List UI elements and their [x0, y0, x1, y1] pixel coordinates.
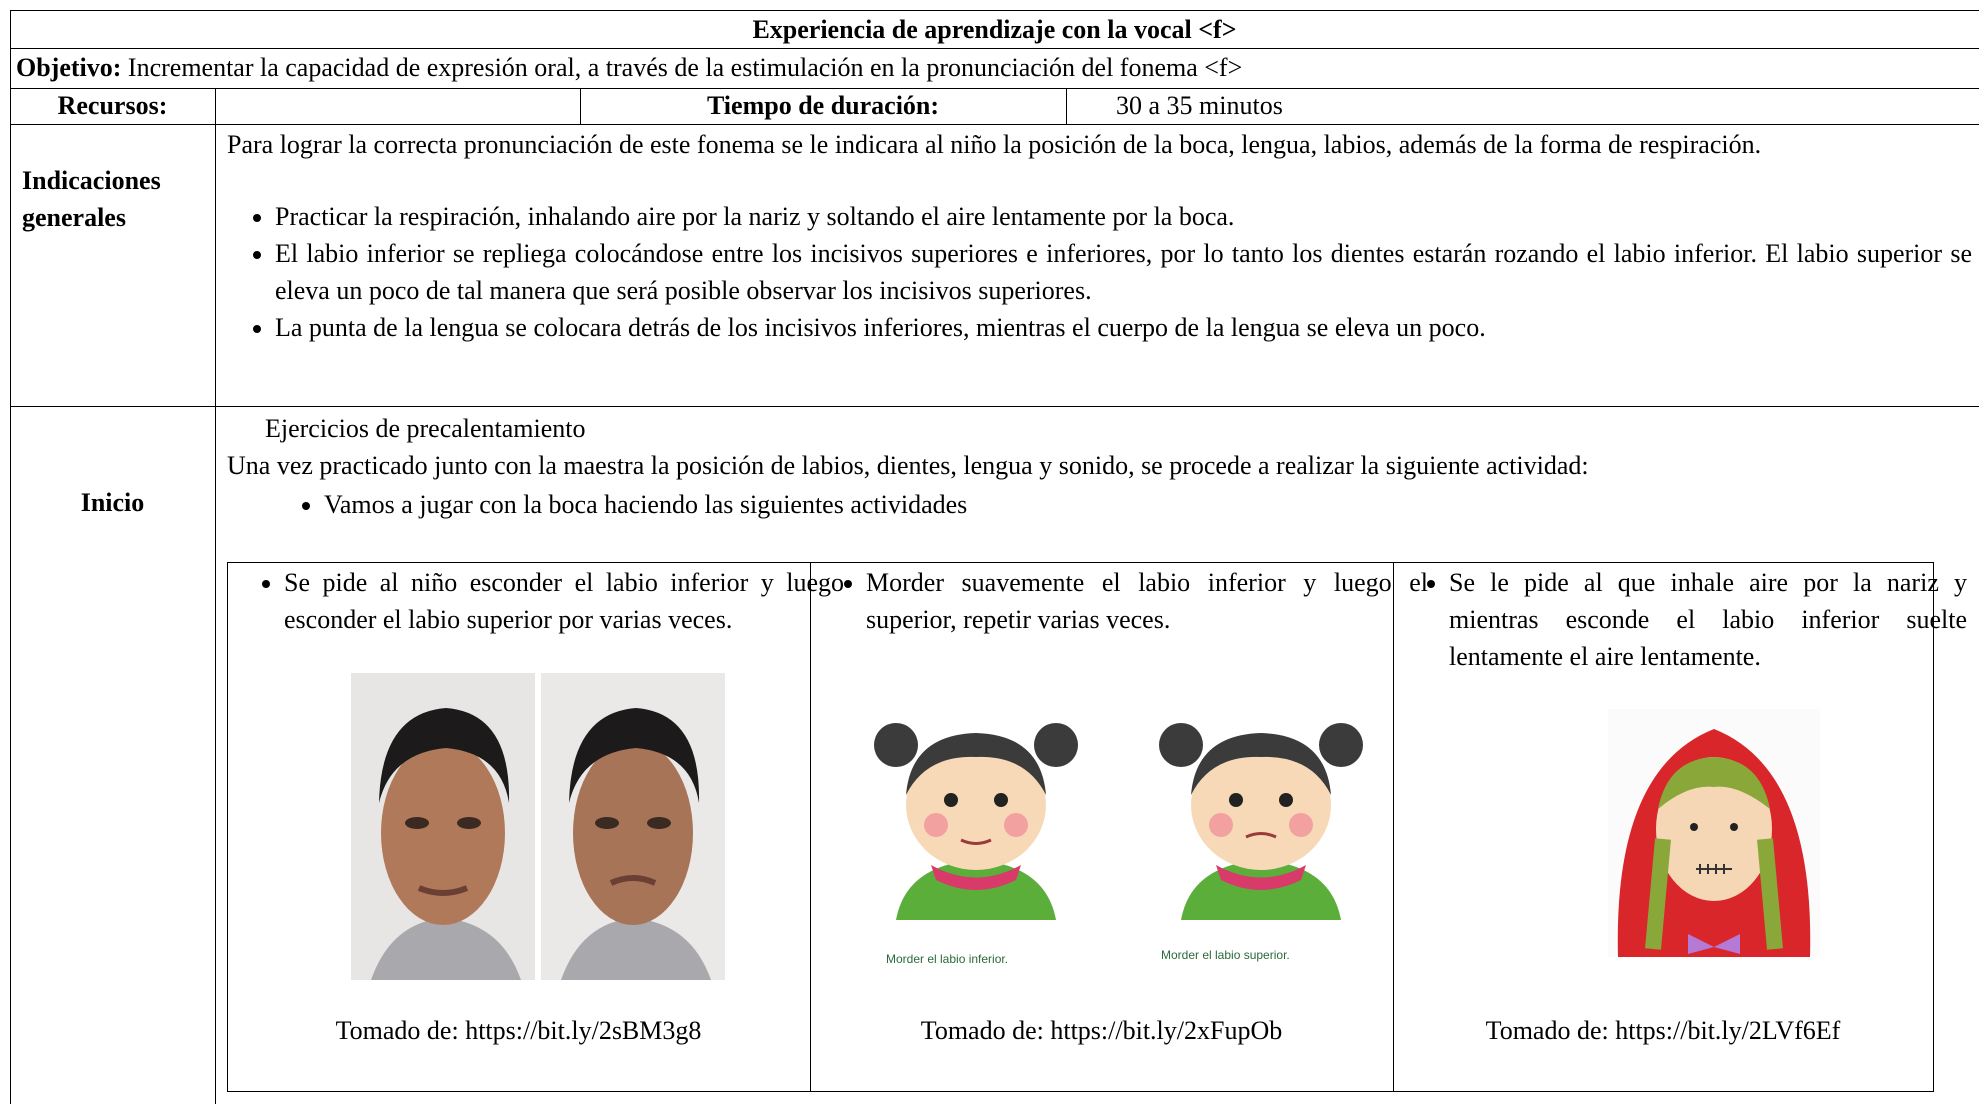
rule: [10, 10, 11, 1104]
rule: [215, 88, 216, 1104]
shape: [1656, 757, 1772, 901]
general-bullet: La punta de la lengua se colocara detrás…: [275, 309, 1972, 346]
image-source: Tomado de: https://bit.ly/2LVf6Ef: [1485, 1016, 1841, 1045]
shape: [573, 741, 693, 925]
shape: [1034, 723, 1078, 767]
shape: [1690, 823, 1698, 831]
shape: [1688, 934, 1740, 954]
shape: [609, 875, 657, 886]
shape: [960, 838, 992, 845]
start-label: Inicio: [80, 488, 145, 517]
shape: [874, 723, 918, 767]
general-content: Para lograr la correcta pronunciación de…: [227, 124, 1972, 346]
rule: [810, 562, 811, 1092]
image-caption: Morder el labio inferior.: [886, 952, 1008, 966]
shape: [379, 708, 510, 803]
shape: [924, 813, 948, 837]
shape: [906, 740, 1046, 870]
shape: [1159, 723, 1203, 767]
resources-label: Recursos:: [57, 91, 168, 120]
shape: [1658, 757, 1770, 809]
shape: [994, 793, 1008, 807]
image-caption: Morder el labio superior.: [1161, 948, 1290, 962]
general-bullet: El labio inferior se repliega colocándos…: [275, 235, 1972, 309]
cartoon: Morder el labio superior.: [1159, 723, 1363, 962]
rule: [580, 88, 581, 124]
shape: [417, 885, 469, 896]
start-bullet: Vamos a jugar con la boca haciendo las s…: [324, 486, 1824, 523]
rule: [10, 406, 1979, 407]
cartoon: Morder el labio inferior.: [874, 723, 1078, 966]
start-text: Una vez practicado junto con la maestra …: [227, 451, 1589, 480]
shape: [595, 817, 619, 829]
general-intro: Para lograr la correcta pronunciación de…: [227, 130, 1762, 159]
shape: [906, 733, 1046, 795]
general-bullet: Practicar la respiración, inhalando aire…: [275, 198, 1972, 235]
shape: [1279, 793, 1293, 807]
rule: [1393, 562, 1394, 1092]
shape: [931, 865, 1021, 890]
shape: [1730, 823, 1738, 831]
objective-text: Incrementar la capacidad de expresión or…: [127, 53, 1243, 82]
objective-label: Objetivo:: [16, 53, 122, 82]
activity-table: [227, 562, 1934, 1092]
cartoon-pair: Morder el labio inferior. Morder el labi…: [874, 723, 1363, 966]
shape: [1645, 838, 1783, 950]
shape: [1696, 864, 1732, 874]
activity-text: Morder suavemente el labio inferior y lu…: [866, 564, 1428, 638]
shape: [1216, 865, 1306, 890]
shape: [1289, 813, 1313, 837]
activity-list: Morder suavemente el labio inferior y lu…: [818, 564, 1428, 638]
shape: [1229, 793, 1243, 807]
shape: [569, 708, 700, 803]
shape: [1191, 733, 1331, 795]
general-list: Practicar la respiración, inhalando aire…: [227, 198, 1972, 346]
shape: [944, 793, 958, 807]
shape: [561, 918, 711, 980]
image-source: Tomado de: https://bit.ly/2xFupOb: [920, 1016, 1283, 1045]
rule: [10, 10, 1979, 11]
illustration: [1608, 709, 1820, 957]
shape: [405, 817, 429, 829]
start-list: Vamos a jugar con la boca haciendo las s…: [276, 486, 1824, 523]
rule: [10, 124, 1979, 125]
activity-text: Se pide al niño esconder el labio inferi…: [284, 564, 844, 638]
objective: Objetivo: Incrementar la capacidad de ex…: [16, 50, 1976, 86]
shape: [1191, 740, 1331, 870]
image-source: Tomado de: https://bit.ly/2sBM3g8: [335, 1016, 702, 1045]
time-value: 30 a 35 minutos: [1116, 91, 1283, 120]
shape: [1319, 723, 1363, 767]
shape: [457, 817, 481, 829]
general-label: Indicaciones generales: [22, 166, 161, 232]
shape: [1209, 813, 1233, 837]
activity-text: Se le pide al que inhale aire por la nar…: [1449, 564, 1967, 675]
shape: [1245, 832, 1277, 839]
title: Experiencia de aprendizaje con la vocal …: [752, 15, 1237, 44]
photo: [351, 673, 535, 980]
activity-list: Se pide al niño esconder el labio inferi…: [236, 564, 844, 638]
photo: [541, 673, 725, 980]
shape: [1004, 813, 1028, 837]
rule: [10, 88, 1979, 89]
time-label: Tiempo de duración:: [706, 91, 940, 120]
rule: [10, 48, 1979, 49]
shape: [647, 817, 671, 829]
rule: [1066, 88, 1067, 124]
shape: [381, 741, 505, 925]
start-heading: Ejercicios de precalentamiento: [265, 414, 586, 443]
photo-pair: [351, 673, 725, 980]
shape: [371, 918, 521, 980]
activity-list: Se le pide al que inhale aire por la nar…: [1401, 564, 1967, 675]
